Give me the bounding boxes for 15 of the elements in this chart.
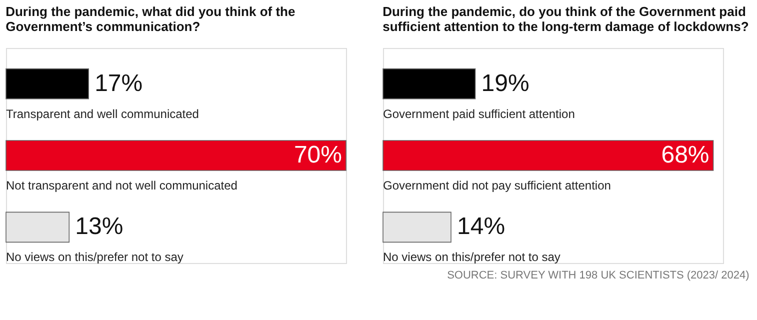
category-label: Government paid sufficient attention <box>383 106 575 121</box>
data-label: 17% <box>94 70 143 97</box>
data-label: 19% <box>481 70 530 97</box>
category-label: Government did not pay sufficient attention <box>383 178 611 192</box>
source-note: SOURCE: SURVEY WITH 198 UK SCIENTISTS (2023/ 2024) <box>447 270 750 282</box>
data-label: 13% <box>75 213 124 240</box>
category-label: No views on this/prefer not to say <box>383 250 560 264</box>
data-label: 14% <box>457 213 506 240</box>
category-label: Transparent and well communicated <box>6 106 199 121</box>
chart-title: During the pandemic, do you think of the Government paid sufficient attention to the long-term damage of lockdowns? <box>382 4 749 34</box>
category-label: Not transparent and not well communicated <box>6 178 238 192</box>
chart-title: During the pandemic, what did you think of the Government’s communication? <box>6 4 296 34</box>
category-label: No views on this/prefer not to say <box>6 250 184 264</box>
data-label: 70% <box>294 142 342 168</box>
data-label: 68% <box>661 142 710 168</box>
